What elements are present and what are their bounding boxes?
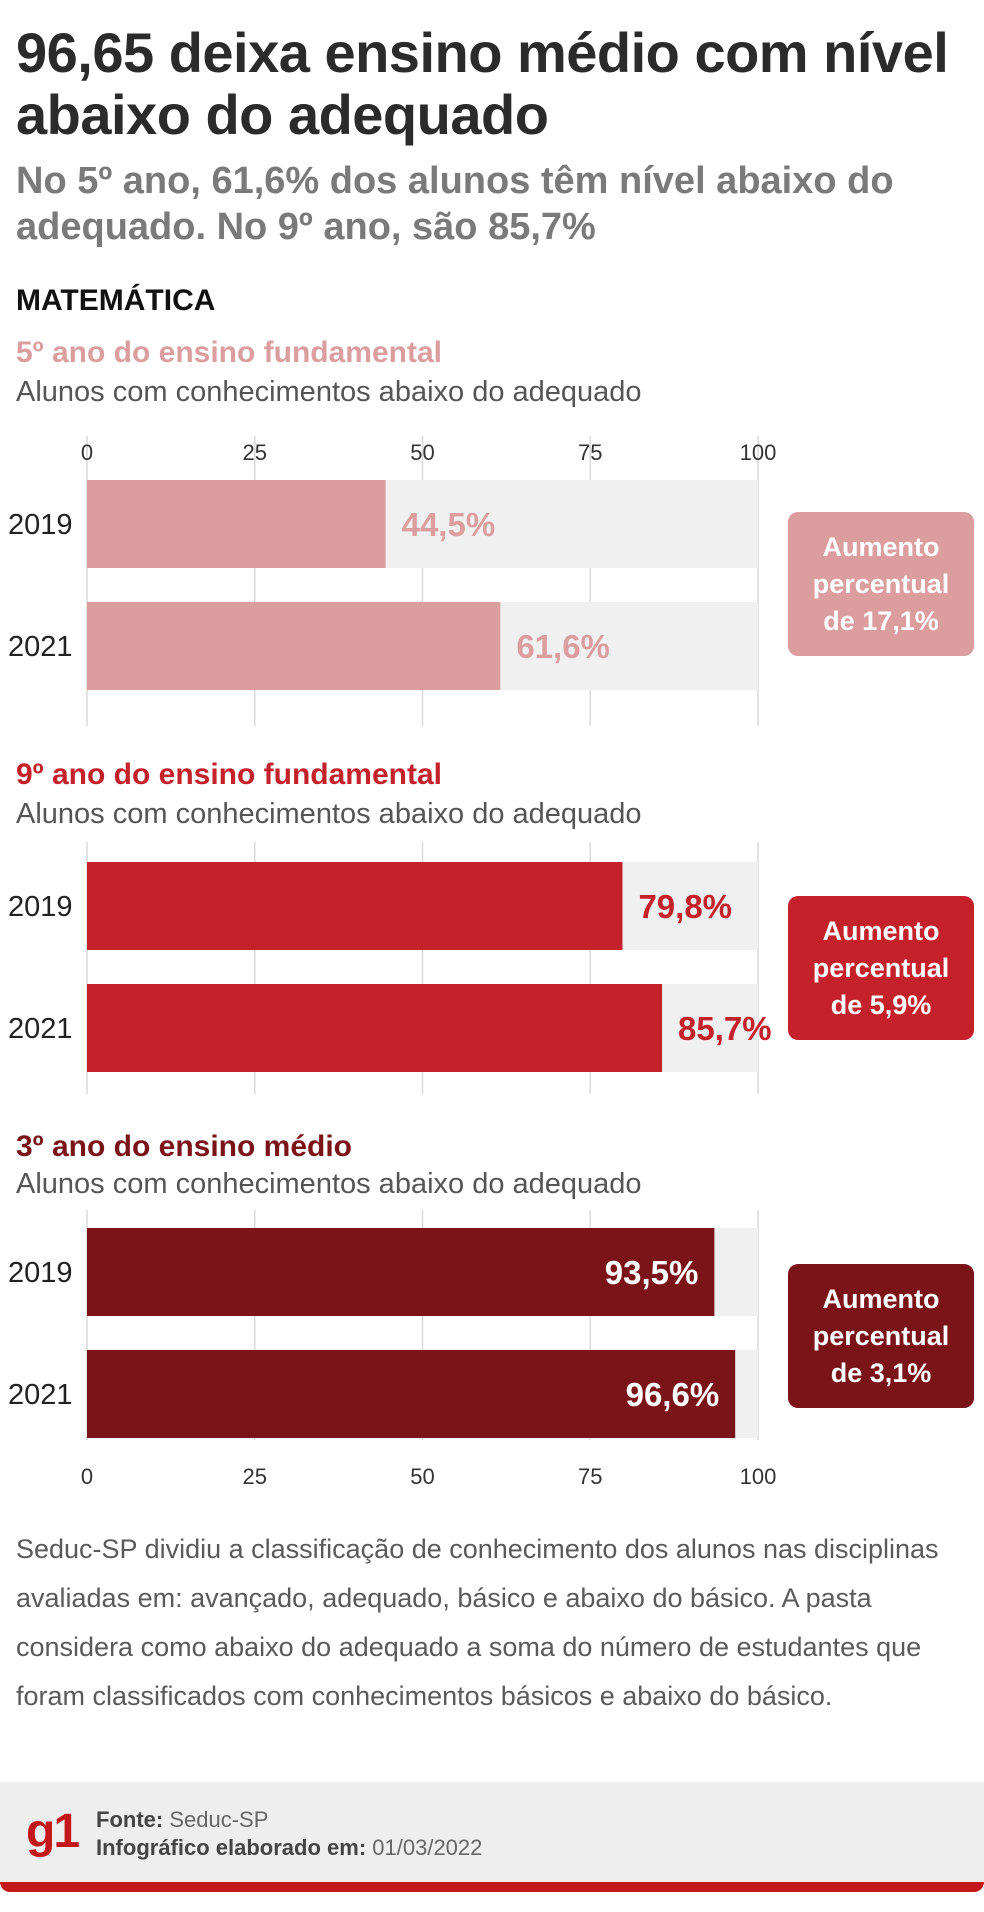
panel-3-tick-label: 50 [410,1464,434,1489]
panel-3-tick-label: 100 [740,1464,777,1489]
panel-3-bar-2021 [87,1350,736,1438]
panel-3-data-label: 93,5% [605,1254,699,1291]
panel-1-category-label: 2021 [8,631,73,663]
panel-1-title: 5º ano do ensino fundamental [16,336,442,369]
panel-2-data-label: 85,7% [678,1010,772,1047]
panel-3-data-label: 96,6% [626,1376,720,1413]
page-title: 96,65 deixa ensino médio com nível abaix… [16,21,949,146]
panel-1-tick-label: 75 [578,440,602,465]
date-value: 01/03/2022 [372,1835,483,1860]
panel-2-callout: Aumento percentual de 5,9% [788,896,974,1040]
panel-1-tick-label: 25 [243,440,267,465]
panel-3-tick-label: 75 [578,1464,602,1489]
panel-2-data-label: 79,8% [638,888,732,925]
panel-1-bar-2019 [87,480,386,568]
methodology-note: Seduc-SP dividiu a classificação de conh… [16,1534,939,1711]
bar-charts: 2019 44,5% 2021 61,6% 0 25 50 75 100 2019 79,8% 202… [8,436,777,1489]
panel-1-callout: Aumento percentual de 17,1% [788,512,974,656]
panel-3-category-label: 2021 [8,1379,73,1411]
panel-1-data-label: 61,6% [516,628,610,665]
source-label: Fonte: [96,1807,164,1832]
source-value: Seduc-SP [169,1807,269,1832]
panel-3-callout: Aumento percentual de 3,1% [788,1264,974,1408]
panel-2-category-label: 2019 [8,891,73,923]
panel-2-bar-2019 [87,862,623,950]
panel-1-tick-label: 100 [740,440,777,465]
panel-1-category-label: 2019 [8,509,73,541]
panel-3-category-label: 2019 [8,1257,73,1289]
footer: g1 Fonte: Seduc-SP Infográfico elaborado… [0,1782,984,1892]
panel-3-bar-2019 [87,1228,715,1316]
subject-heading: MATEMÁTICA [16,284,216,317]
panel-2-title: 9º ano do ensino fundamental [16,758,442,791]
panel-2-category-label: 2021 [8,1013,73,1045]
panel-1-tick-label: 50 [410,440,434,465]
page-subtitle: No 5º ano, 61,6% dos alunos têm nível ab… [16,160,894,248]
panel-3-subtitle: Alunos com conhecimentos abaixo do adequ… [16,1168,642,1200]
footer-credits: Fonte: Seduc-SP Infográfico elaborado em… [96,1806,482,1862]
panel-3-title: 3º ano do ensino médio [16,1130,352,1163]
panel-1-bar-2021 [87,602,501,690]
panel-1-data-label: 44,5% [402,506,496,543]
panel-2-bar-2021 [87,984,663,1072]
panel-3-tick-label: 0 [81,1464,93,1489]
panel-1-subtitle: Alunos com conhecimentos abaixo do adequ… [16,376,642,408]
panel-1-tick-label: 0 [81,440,93,465]
panel-2-subtitle: Alunos com conhecimentos abaixo do adequ… [16,798,642,830]
panel-3-tick-label: 25 [243,1464,267,1489]
date-label: Infográfico elaborado em: [96,1835,367,1860]
g1-logo: g1 [26,1805,80,1858]
